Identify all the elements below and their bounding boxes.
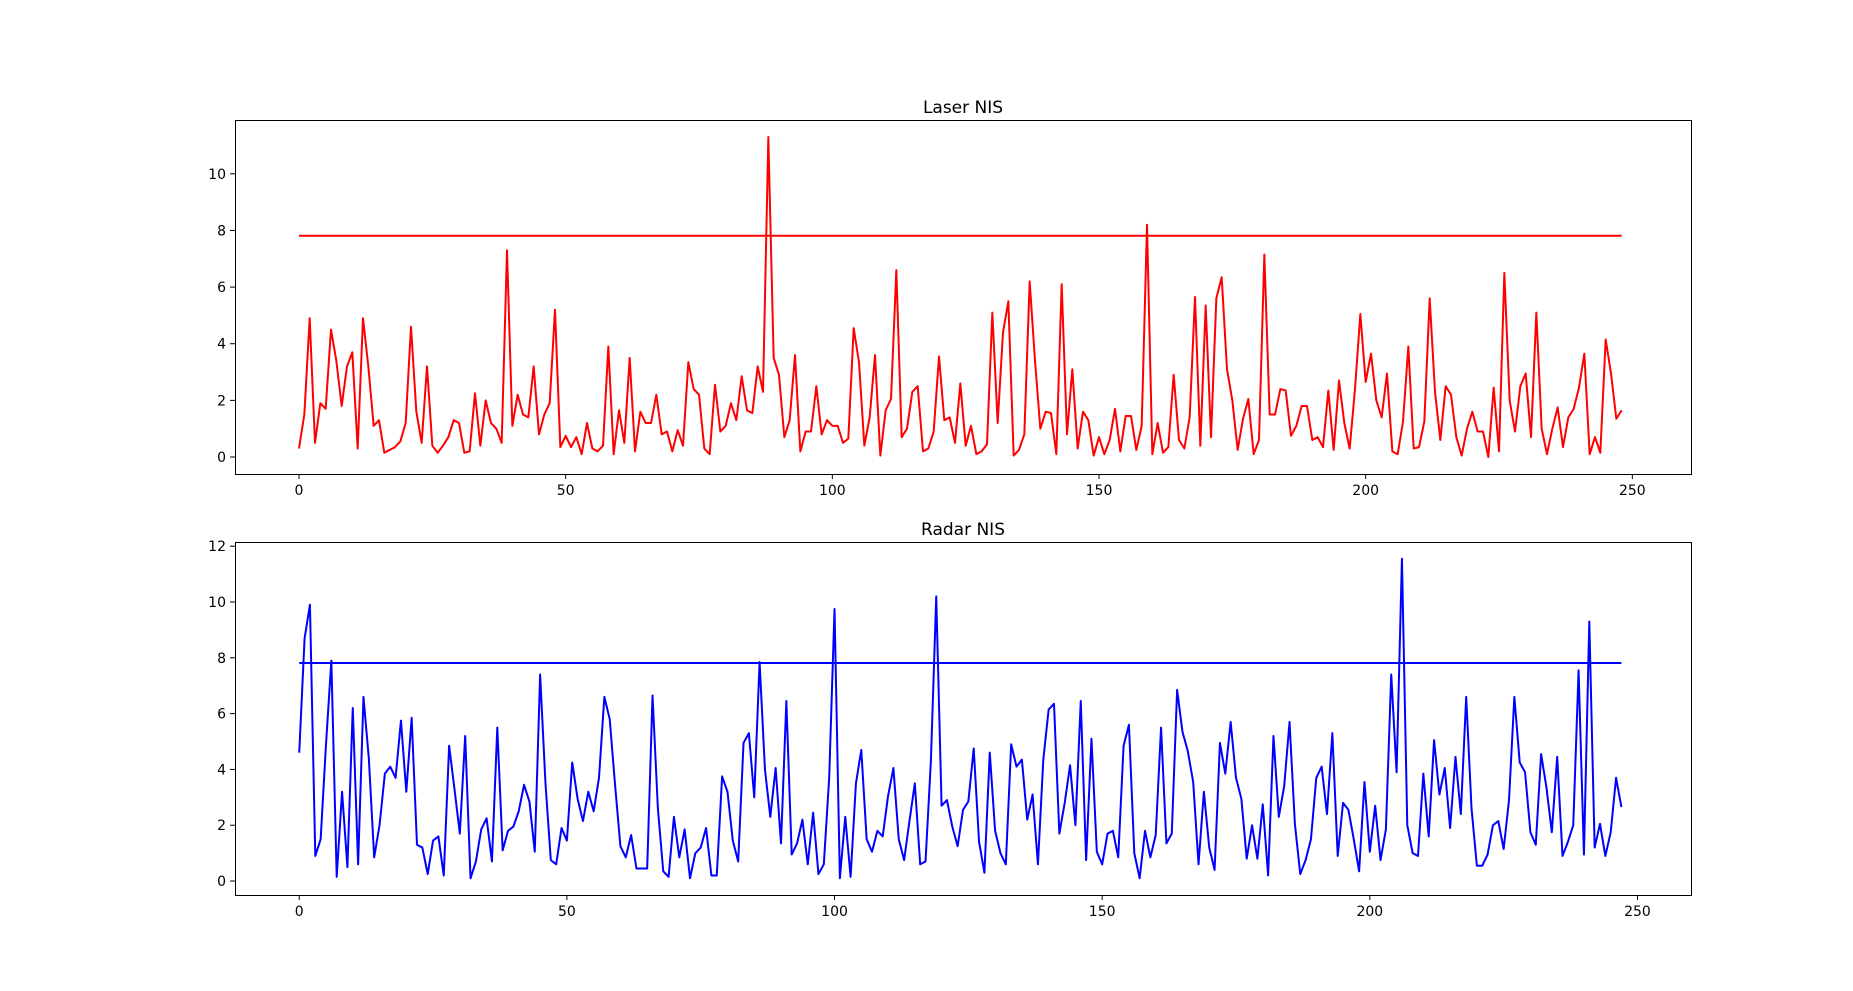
laser-xtick-label: 250 [1619, 483, 1646, 499]
radar-xtick-label: 250 [1624, 904, 1651, 920]
laser-ytick-label: 10 [208, 167, 226, 183]
radar-series [298, 557, 1623, 880]
radar-ytick-label: 4 [217, 762, 226, 778]
radar-xtick-label: 50 [558, 904, 576, 920]
laser-xtick-label: 150 [1086, 483, 1113, 499]
radar-chart-title: Radar NIS [921, 520, 1005, 540]
laser-ytick-label: 0 [217, 450, 226, 466]
radar-ytick-label: 12 [208, 539, 226, 555]
laser-ytick-label: 8 [217, 223, 226, 239]
laser-nis-chart: Laser NIS 0 50 100 150 200 250 0 2 4 6 8 10 [208, 98, 1692, 499]
radar-xtick-label: 150 [1089, 904, 1116, 920]
radar-axes-frame [235, 542, 1692, 896]
laser-xtick-label: 200 [1352, 483, 1379, 499]
radar-ytick-label: 2 [217, 818, 226, 834]
laser-xtick-label: 100 [819, 483, 846, 499]
radar-ytick-label: 8 [217, 651, 226, 667]
radar-ytick-label: 6 [217, 707, 226, 723]
radar-xtick-label: 100 [821, 904, 848, 920]
radar-xtick-label: 200 [1356, 904, 1383, 920]
laser-axes-frame [235, 120, 1692, 475]
radar-nis-line [298, 557, 1623, 880]
radar-ticks: 0 50 100 150 200 250 0 2 4 6 8 10 12 [208, 539, 1651, 920]
laser-ytick-label: 6 [217, 280, 226, 296]
radar-nis-chart: Radar NIS 0 50 100 150 200 250 0 2 4 6 8 10 12 [208, 520, 1692, 920]
radar-xtick-label: 0 [295, 904, 304, 920]
laser-nis-line [298, 135, 1623, 459]
laser-ytick-label: 2 [217, 393, 226, 409]
laser-series [298, 135, 1623, 459]
radar-ytick-label: 10 [208, 595, 226, 611]
radar-ytick-label: 0 [217, 874, 226, 890]
laser-ticks: 0 50 100 150 200 250 0 2 4 6 8 10 [208, 167, 1646, 499]
laser-chart-title: Laser NIS [923, 98, 1003, 118]
laser-ytick-label: 4 [217, 337, 226, 353]
laser-xtick-label: 0 [295, 483, 304, 499]
laser-xtick-label: 50 [557, 483, 575, 499]
